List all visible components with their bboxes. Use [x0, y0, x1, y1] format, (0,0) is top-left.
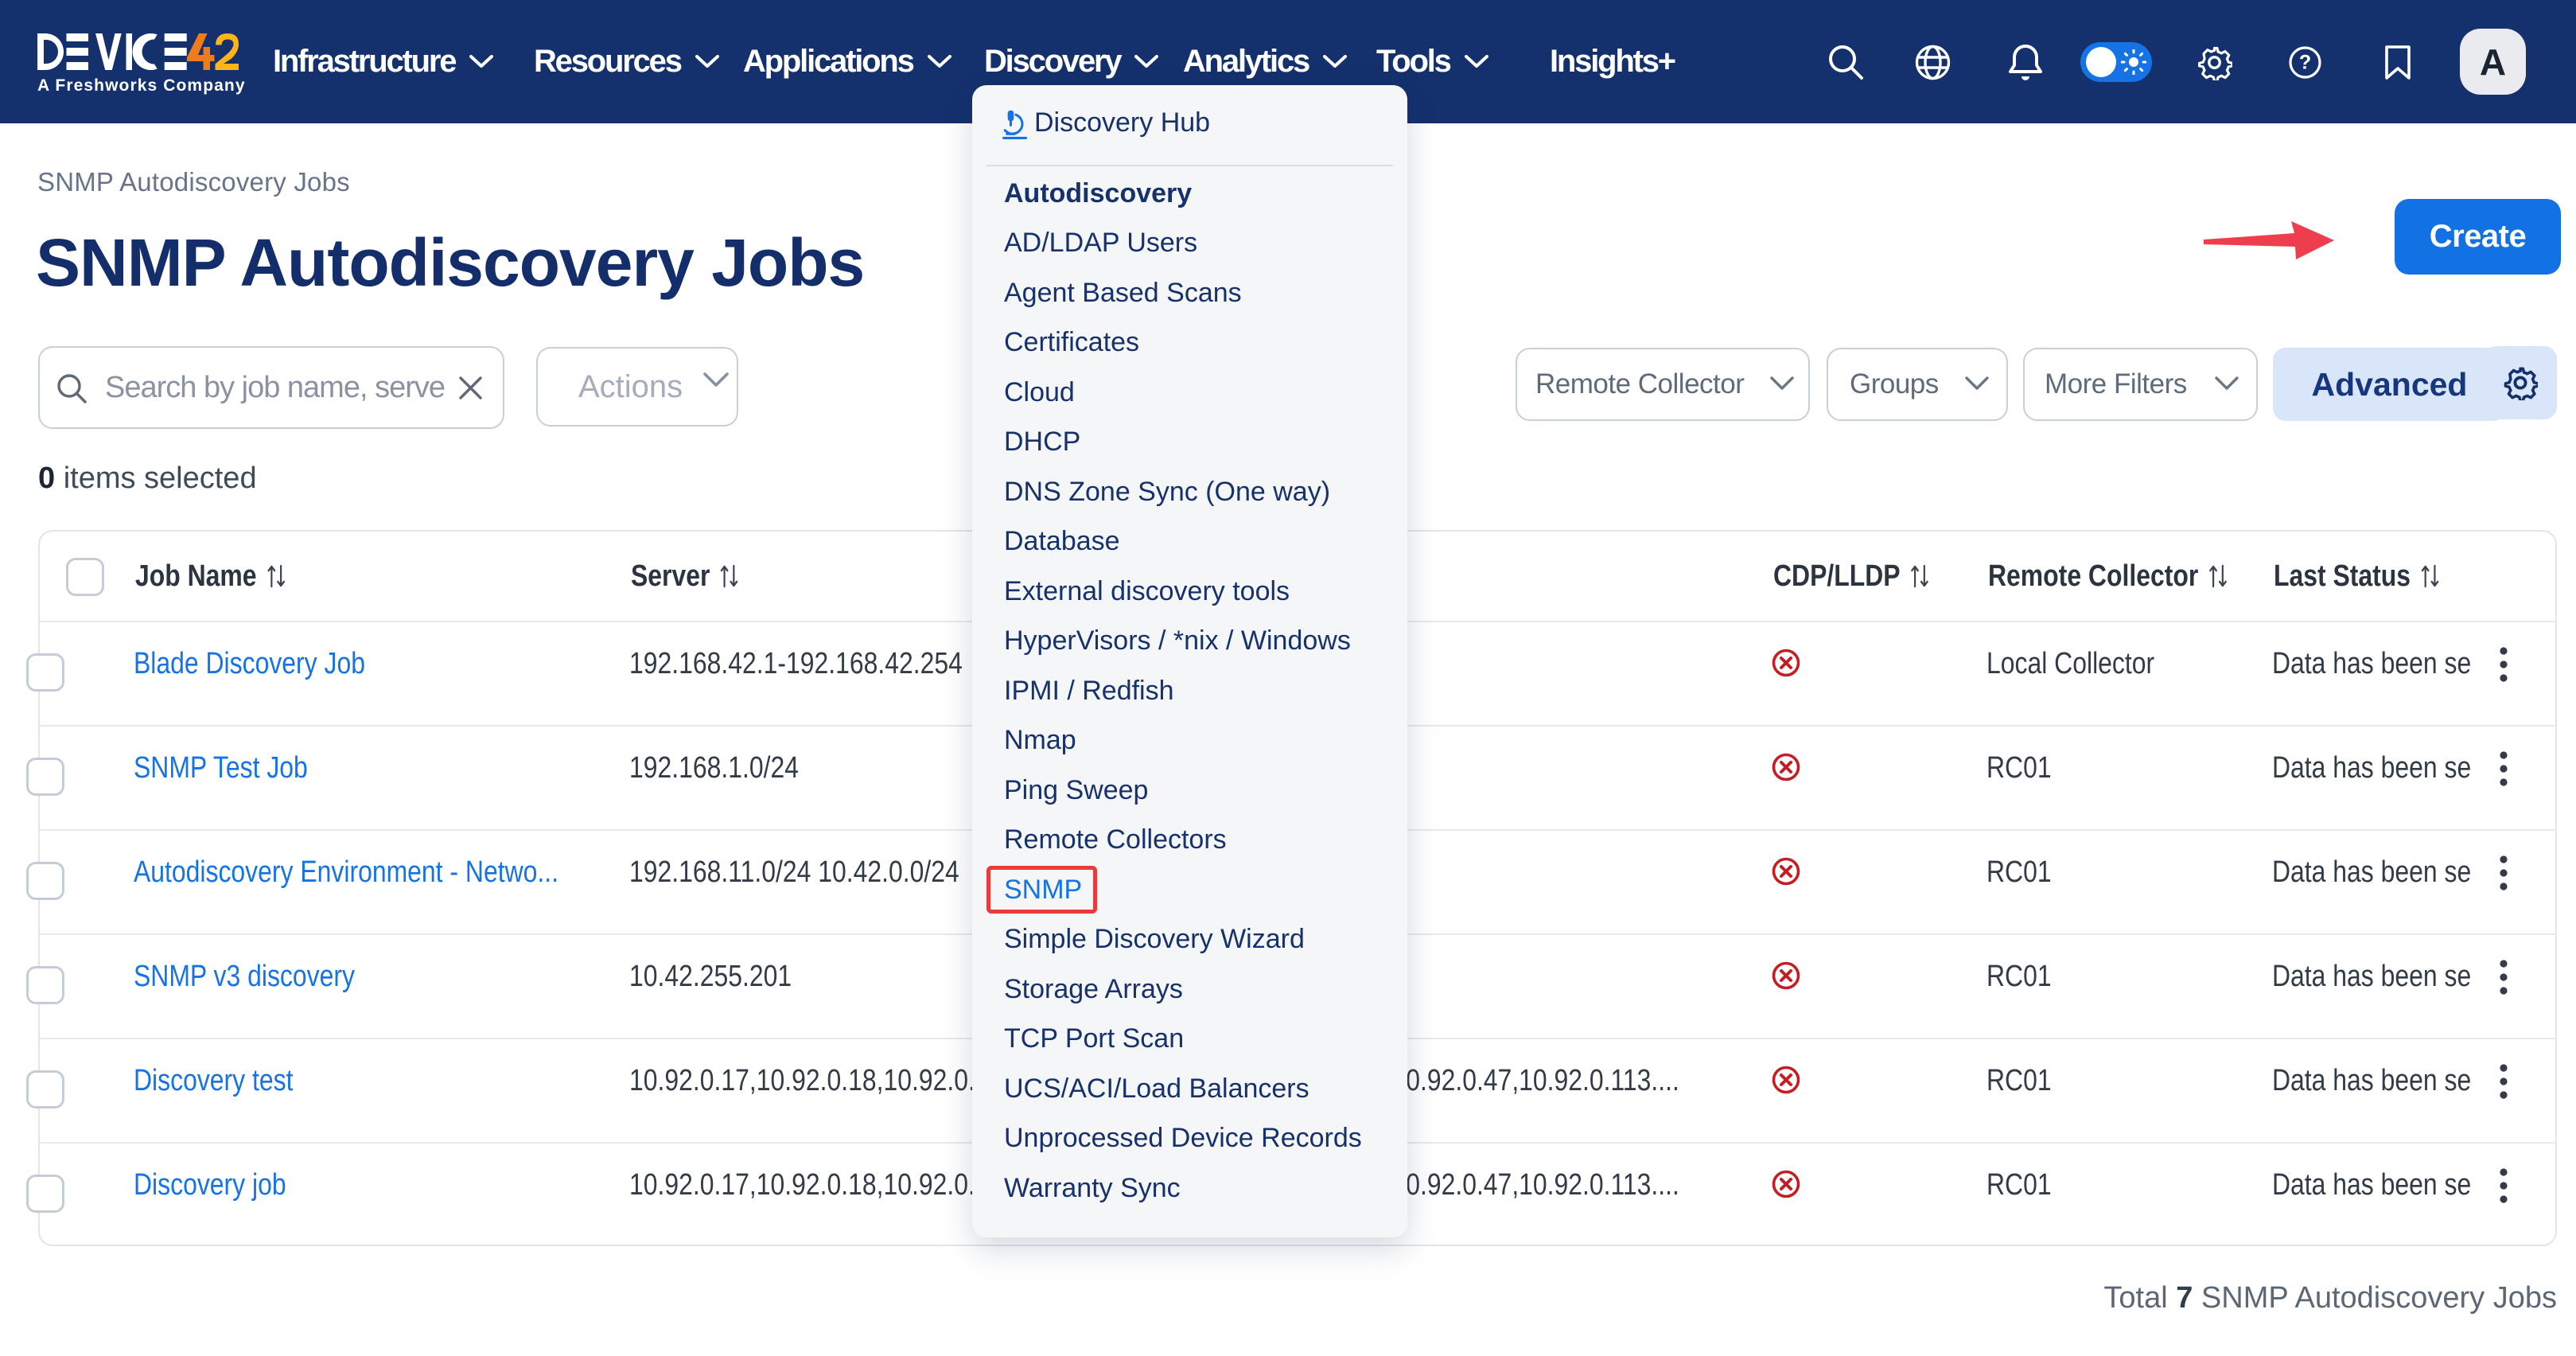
svg-text:?: ?: [2299, 52, 2311, 74]
